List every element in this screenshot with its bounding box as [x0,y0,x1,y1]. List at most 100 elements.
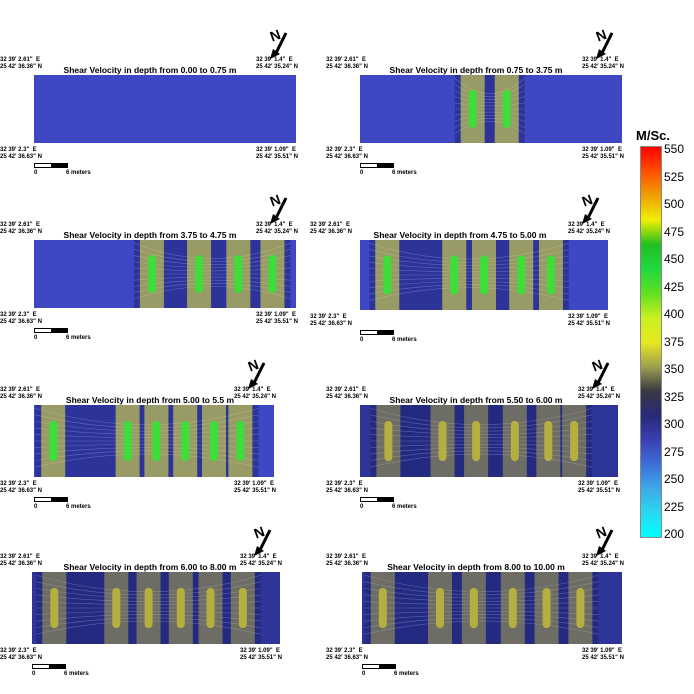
velocity-anomaly [152,420,161,462]
scale-distance-label: 6 meters [392,170,417,176]
velocity-anomaly [384,420,393,462]
contour-line [370,450,593,461]
coordinate-bottom-left: 32 39' 2.3" E 25 42' 36.63" N [0,312,42,325]
velocity-anomaly [210,420,218,462]
contour-line [370,421,593,432]
legend-tick-label: 350 [664,362,685,376]
velocity-anomaly [508,587,517,629]
north-arrow-icon: N [588,356,614,391]
coordinate-bottom-left: 32 39' 2.3" E 25 42' 36.63" N [326,147,368,160]
scale-bar: 0 6 meters [34,497,124,513]
contour-line [370,407,593,425]
scale-zero-label: 0 [34,504,38,510]
contour-line [364,594,599,602]
velocity-anomaly [450,255,459,295]
legend-tick-label: 475 [664,224,685,239]
coordinate-top-right: 32 39' 1.4" E 25 42' 35.24" N [578,387,620,400]
coordinate-bottom-right: 32 39' 1.09" E 25 42' 35.51" N [582,648,624,661]
velocity-anomaly [234,254,243,294]
scale-segment-white [360,163,378,168]
scale-zero-label: 0 [34,170,38,176]
coordinate-top-left: 32 39' 2.61" E 25 42' 36.36" N [326,387,368,400]
velocity-anomaly [480,255,488,295]
map-contours [35,405,259,477]
coordinate-top-right: 32 39' 1.4" E 25 42' 35.24" N [568,222,610,235]
legend-tick-label: 250 [664,472,685,486]
velocity-map [360,405,618,477]
velocity-map [362,572,622,644]
velocity-anomaly [378,587,387,629]
map-contours [34,75,296,143]
contour-line [370,453,593,468]
velocity-anomaly [576,587,585,629]
coordinate-bottom-left: 32 39' 2.3" E 25 42' 36.63" N [0,147,42,160]
scale-segment-white [360,497,378,502]
north-arrow-icon: N [266,191,292,226]
scale-segment-black [379,664,396,669]
contour-line [370,427,593,435]
velocity-anomaly [544,420,553,462]
coordinate-top-right: 32 39' 1.4" E 25 42' 35.24" N [582,554,624,567]
scale-segment-white [360,330,378,335]
velocity-anomaly [206,587,215,629]
scale-zero-label: 0 [360,170,364,176]
coordinate-bottom-right: 32 39' 1.09" E 25 42' 35.51" N [256,312,298,325]
velocity-map [360,75,622,143]
panel-title: Shear Velocity in depth from 5.50 to 6.0… [389,395,563,405]
legend-tick-label: 500 [664,197,685,211]
panel-title: Shear Velocity in depth from 3.75 to 4.7… [63,230,237,240]
contour-line [364,588,599,599]
velocity-map [32,572,280,644]
velocity-anomaly [436,587,444,629]
velocity-map [34,405,274,477]
map-panel: Shear Velocity in depth from 0.00 to 0.7… [0,18,300,188]
map-panel: Shear Velocity in depth from 8.00 to 10.… [326,520,626,690]
north-arrow-icon: N [578,191,604,226]
north-arrow-icon: N [266,26,292,61]
scale-zero-label: 0 [362,671,366,677]
coordinate-top-right: 32 39' 1.4" E 25 42' 35.24" N [234,387,276,400]
velocity-anomaly [472,420,481,462]
coordinate-bottom-left: 32 39' 2.3" E 25 42' 36.63" N [326,648,368,661]
scale-bar: 0 6 meters [34,328,124,344]
scale-segment-black [377,330,394,335]
legend-unit: M/Sc. [636,128,670,143]
panel-title: Shear Velocity in depth from 4.75 to 5.0… [373,230,547,240]
contour-line [370,447,593,455]
legend-tick-label: 300 [664,417,685,431]
scale-distance-label: 6 meters [394,671,419,677]
north-arrow-icon: N [244,356,270,391]
legend-tick-label: 450 [664,252,685,266]
colorbar-legend: M/Sc. 550 525 500 475 450 425 400 375 350 325 300 2… [636,128,692,548]
scale-segment-black [51,497,68,502]
velocity-map [34,240,296,308]
legend-tick-label: 225 [664,499,685,514]
velocity-anomaly [147,254,156,294]
scale-segment-white [34,328,52,333]
panel-title: Shear Velocity in depth from 0.00 to 0.7… [63,65,237,75]
contour-line [364,614,599,622]
coordinate-top-right: 32 39' 1.4" E 25 42' 35.24" N [256,57,298,70]
velocity-anomaly [238,587,247,629]
velocity-anomaly [570,420,579,462]
map-panel: Shear Velocity in depth from 3.75 to 4.7… [0,185,300,355]
coordinate-top-left: 32 39' 2.61" E 25 42' 36.36" N [326,57,368,70]
velocity-anomaly [236,420,245,462]
coordinate-bottom-left: 32 39' 2.3" E 25 42' 36.63" N [0,648,42,661]
scale-distance-label: 6 meters [66,504,91,510]
contour-zone [369,240,569,310]
coordinate-bottom-right: 32 39' 1.09" E 25 42' 35.51" N [568,314,610,327]
panel-title: Shear Velocity in depth from 5.00 to 5.5… [65,395,235,405]
coordinate-bottom-right: 32 39' 1.09" E 25 42' 35.51" N [582,147,624,160]
legend-tick-label: 550 [664,142,685,156]
scale-bar: 0 6 meters [32,664,122,680]
contour-line [370,434,593,439]
contour-line [364,610,599,615]
coordinate-top-right: 32 39' 1.4" E 25 42' 35.24" N [240,554,282,567]
scale-distance-label: 6 meters [66,335,91,341]
north-arrow-icon: N [592,26,618,61]
contour-zone [370,405,593,477]
velocity-anomaly [176,587,185,629]
scale-bar: 0 6 meters [362,664,452,680]
contour-line [364,620,599,635]
